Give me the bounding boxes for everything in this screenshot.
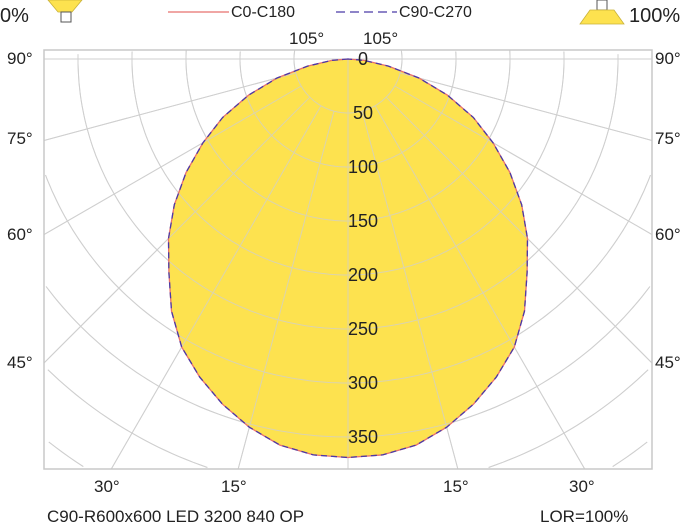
angle-label-right-90: 90° <box>655 49 681 68</box>
grid-circle <box>131 51 565 276</box>
angle-label-left-60: 60° <box>7 225 33 244</box>
grid-circle <box>612 441 648 468</box>
legend: C0-C180 C90-C270 <box>168 4 472 21</box>
angle-label-right-60: 60° <box>655 225 681 244</box>
uplight-luminaire-icon <box>579 0 625 25</box>
grid-radial-line-45 <box>43 96 311 364</box>
plot-frame <box>43 49 653 470</box>
radial-tick-labels: 0 50 100 150 200 250 300 350 <box>348 49 378 447</box>
grid-circle <box>77 54 619 330</box>
radial-tick-label: 350 <box>348 427 378 447</box>
angle-label-left-90: 90° <box>7 49 33 68</box>
grid-radial-line-75 <box>43 72 296 141</box>
grid-circle <box>47 369 208 468</box>
grid-circle <box>185 50 511 222</box>
radial-tick-label: 250 <box>348 319 378 339</box>
grid-radial-line-60 <box>43 85 302 235</box>
grid-layer <box>43 50 653 470</box>
radial-tick-label: 150 <box>348 211 378 231</box>
angle-label-left-45: 45° <box>7 353 33 372</box>
radial-tick-label: 50 <box>353 103 373 123</box>
grid-circle <box>239 51 457 168</box>
angle-label-right-45: 45° <box>655 353 681 372</box>
angle-label-left-75: 75° <box>7 129 33 148</box>
downlight-luminaire-icon <box>47 0 83 23</box>
grid-radial-line-30 <box>374 105 586 470</box>
angle-label-bottom-30-left: 30° <box>94 477 120 496</box>
grid-circle <box>400 50 403 59</box>
radial-tick-label: 100 <box>348 157 378 177</box>
intensity-curves <box>43 50 653 470</box>
radial-tick-label: 300 <box>348 373 378 393</box>
grid-circle <box>47 369 208 468</box>
angle-label-top-right: 105° <box>363 29 398 48</box>
angle-label-bottom-30-right: 30° <box>569 477 595 496</box>
grid-circle <box>293 50 403 114</box>
lor-value: LOR=100% <box>540 507 628 526</box>
grid-radial-line-45 <box>385 96 653 364</box>
grid-radial-line-15 <box>237 111 335 470</box>
grid-radial-line-75 <box>400 72 653 141</box>
radial-tick-label: 0 <box>358 49 368 69</box>
grid-radial-line-60 <box>394 85 653 235</box>
right-percent-label: 100% <box>629 5 680 27</box>
legend-label-c90-c270: C90-C270 <box>399 4 472 21</box>
luminaire-name: C90-R600x600 LED 3200 840 OP <box>47 507 304 526</box>
legend-label-c0-c180: C0-C180 <box>231 4 295 21</box>
grid-circle <box>488 369 649 468</box>
angle-label-top-left: 105° <box>289 29 324 48</box>
angle-label-right-75: 75° <box>655 129 681 148</box>
grid-radial-line-30 <box>110 105 322 470</box>
grid-radial-line-15 <box>361 111 459 470</box>
angle-label-bottom-15-left: 15° <box>221 477 247 496</box>
left-percent-label: 0% <box>0 5 29 27</box>
radial-tick-label: 200 <box>348 265 378 285</box>
series-line-c90-c270 <box>167 58 529 459</box>
grid-circle <box>48 441 84 468</box>
angle-label-bottom-15-right: 15° <box>443 477 469 496</box>
grid-circle <box>488 369 649 468</box>
